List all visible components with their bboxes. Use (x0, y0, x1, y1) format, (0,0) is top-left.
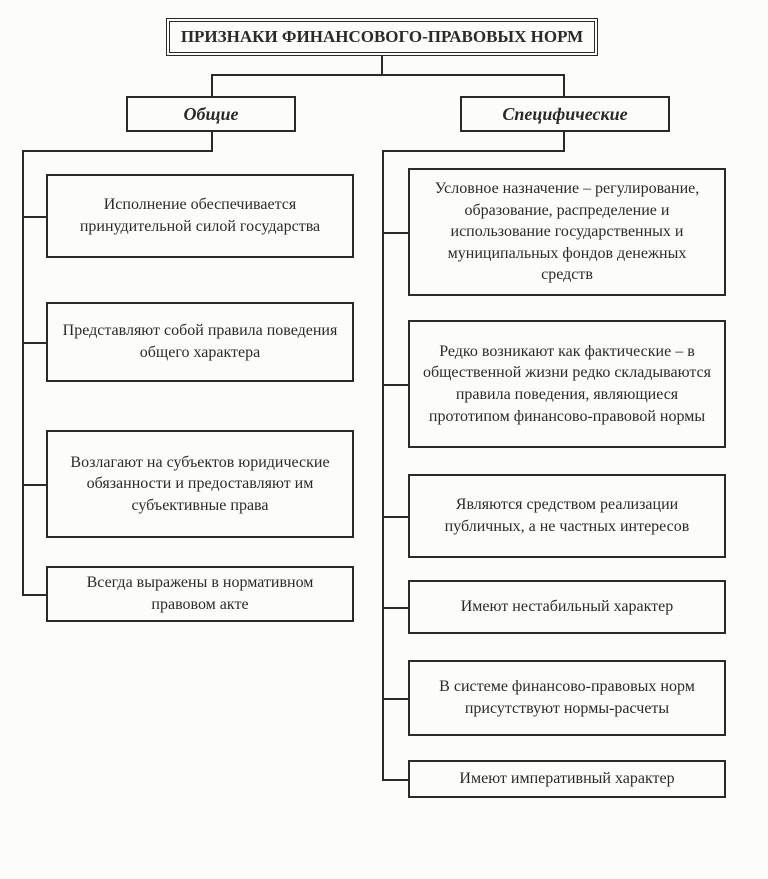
leaf-box: В системе финансово-правовых норм присут… (408, 660, 726, 736)
connector (563, 74, 565, 96)
category-box-general: Общие (126, 96, 296, 132)
leaf-text: Всегда выражены в нормативном правовом а… (58, 572, 342, 615)
leaf-text: Возлагают на субъектов юридические обяза… (58, 452, 342, 517)
leaf-box: Редко возникают как фактические – в обще… (408, 320, 726, 448)
connector (382, 384, 408, 386)
connector (22, 342, 46, 344)
leaf-box: Имеют нестабильный характер (408, 580, 726, 634)
connector (382, 607, 408, 609)
title-text: ПРИЗНАКИ ФИНАНСОВОГО-ПРАВОВЫХ НОРМ (181, 26, 583, 49)
leaf-box: Являются средством реализации публичных,… (408, 474, 726, 558)
connector (382, 150, 384, 779)
leaf-text: Имеют императивный характер (459, 768, 674, 790)
connector (382, 779, 408, 781)
connector (22, 484, 46, 486)
connector (382, 698, 408, 700)
leaf-box: Возлагают на субъектов юридические обяза… (46, 430, 354, 538)
connector (211, 132, 213, 150)
leaf-text: Условное назначение – регулирование, обр… (420, 178, 714, 286)
connector (211, 74, 213, 96)
connector (22, 216, 46, 218)
diagram-canvas: ПРИЗНАКИ ФИНАНСОВОГО-ПРАВОВЫХ НОРМ Общие… (0, 0, 768, 879)
leaf-text: Представляют собой правила поведения общ… (58, 320, 342, 363)
cat-label: Общие (184, 102, 239, 126)
leaf-text: В системе финансово-правовых норм присут… (420, 676, 714, 719)
connector (381, 56, 383, 74)
leaf-text: Имеют нестабильный характер (461, 596, 673, 618)
leaf-box: Условное назначение – регулирование, обр… (408, 168, 726, 296)
leaf-box: Имеют императивный характер (408, 760, 726, 798)
leaf-box: Всегда выражены в нормативном правовом а… (46, 566, 354, 622)
connector (382, 232, 408, 234)
connector (22, 150, 213, 152)
category-box-specific: Специфические (460, 96, 670, 132)
leaf-text: Исполнение обеспечивается принудительной… (58, 194, 342, 237)
connector (563, 132, 565, 150)
leaf-box: Представляют собой правила поведения общ… (46, 302, 354, 382)
connector (382, 150, 565, 152)
leaf-text: Редко возникают как фактические – в обще… (420, 341, 714, 427)
diagram-title: ПРИЗНАКИ ФИНАНСОВОГО-ПРАВОВЫХ НОРМ (166, 18, 598, 56)
connector (382, 516, 408, 518)
leaf-text: Являются средством реализации публичных,… (420, 494, 714, 537)
leaf-box: Исполнение обеспечивается принудительной… (46, 174, 354, 258)
cat-label: Специфические (502, 102, 627, 126)
connector (22, 594, 46, 596)
connector (211, 74, 565, 76)
